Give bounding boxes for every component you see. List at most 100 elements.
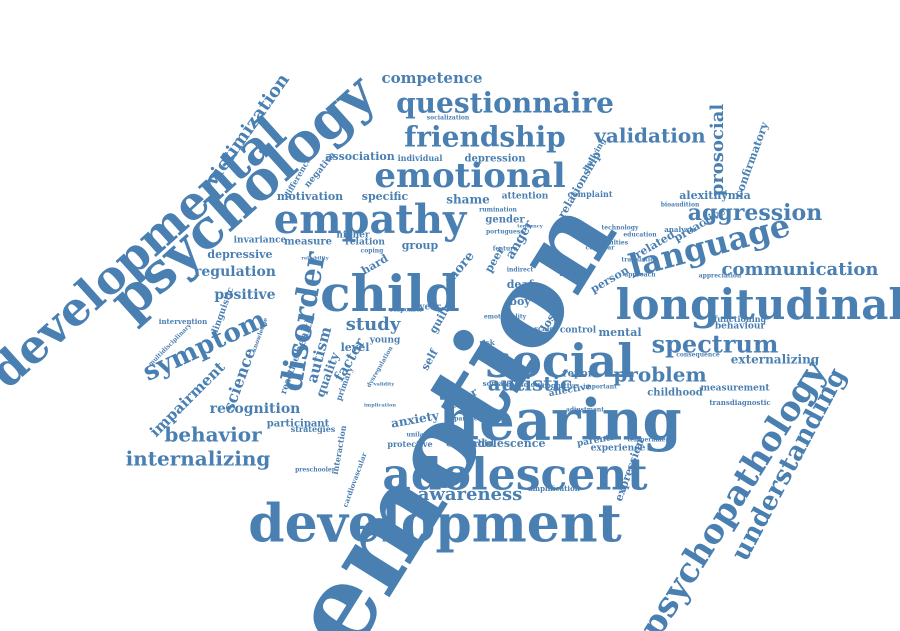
word-spectrum: spectrum — [652, 330, 779, 359]
word-control: control — [560, 326, 597, 336]
word-skill: skill — [479, 348, 496, 357]
word-deaf: deaf — [507, 278, 535, 291]
word-comorbid: comorbid — [446, 440, 494, 450]
word-behavior: behavior — [164, 423, 262, 447]
word-intervention: intervention — [159, 317, 207, 326]
word-young: young — [369, 336, 401, 346]
word-empathy: empathy — [274, 196, 468, 243]
word-specific: specific — [362, 190, 409, 203]
word-longitudinal: longitudinal — [616, 280, 900, 329]
word-friendship: friendship — [404, 121, 566, 154]
word-communication: communication — [722, 259, 879, 280]
word-depressive: depressive — [207, 248, 272, 261]
word-boy: boy — [509, 295, 531, 308]
word-shame: shame — [446, 193, 490, 207]
word-preschooler: preschooler — [295, 467, 336, 474]
word-strategies: strategies — [291, 424, 336, 434]
word-hearing: hearing — [438, 388, 681, 454]
word-internalizing: internalizing — [126, 447, 271, 471]
word-transdiagnostic: transdiagnostic — [709, 398, 770, 407]
word-measure: measure — [284, 237, 332, 248]
word-individual: individual — [398, 153, 443, 163]
word-cochlear: cochlear — [586, 245, 616, 252]
word-experience: experience — [591, 444, 646, 454]
word-confirmatory: confirmatory — [732, 120, 772, 199]
word-relation: relation — [345, 238, 385, 248]
word-measurement: measurement — [700, 384, 770, 394]
word-portuguese: portuguese — [486, 229, 524, 236]
word-amplification: amplification — [528, 484, 580, 493]
word-scale: scale — [534, 324, 554, 333]
word-year: year — [418, 303, 441, 313]
word-participant: participant — [267, 419, 330, 430]
word-emotional: emotional — [374, 156, 565, 196]
word-competence: competence — [381, 69, 482, 87]
word-aggression: aggression — [688, 200, 822, 226]
word-analysis: analysis — [664, 225, 695, 234]
word-prosocial: prosocial — [707, 104, 728, 197]
word-emotionality: emotionality — [484, 314, 527, 321]
word-regulation: regulation — [194, 264, 276, 280]
word-socialization: socialization — [427, 115, 470, 122]
word-bioaudition: bioaudition — [661, 202, 700, 209]
word-alexithymia: alexithymia — [679, 189, 750, 202]
word-gender: gender — [485, 215, 525, 226]
word-validity: validity — [373, 382, 396, 388]
word-adolescence: adolescence — [471, 437, 546, 450]
word-childhood: childhood — [647, 388, 703, 399]
word-cognitive: cognitive — [542, 381, 579, 390]
word-externalizing: externalizing — [731, 353, 820, 367]
word-validation: validation — [593, 124, 706, 148]
word-awareness: awareness — [418, 484, 523, 505]
word-autistic: autistic — [488, 372, 573, 396]
word-functioning: functioning — [714, 314, 767, 324]
word-temperament: temperament — [627, 437, 673, 444]
word-motivation: motivation — [277, 190, 343, 203]
word-child: child — [320, 264, 460, 323]
word-somatic: somatic — [483, 379, 514, 388]
word-invariance: invariance — [234, 236, 287, 246]
word-higher: higher — [336, 231, 370, 241]
word-implication: implication — [364, 403, 396, 409]
word-japanese: japanese — [447, 416, 478, 423]
word-complaint: complaint — [567, 189, 612, 199]
word-education: education — [623, 232, 657, 239]
word-feature: feature — [493, 246, 518, 253]
word-level: level — [341, 341, 370, 354]
word-toddler: toddler — [518, 290, 543, 297]
word-adjustment: adjustment — [566, 407, 604, 414]
word-problem: problem — [613, 363, 706, 387]
word-recognition: recognition — [210, 401, 301, 417]
word-development: development — [248, 494, 621, 555]
word-depression: depression — [465, 154, 527, 165]
word-positive: positive — [214, 287, 275, 303]
word-behaviour: behaviour — [715, 322, 766, 332]
word-approach: approach — [624, 272, 656, 279]
word-appreciation: appreciation — [699, 273, 742, 280]
word-group: group — [402, 239, 439, 252]
word-fairness: fairness — [559, 269, 590, 278]
word-protective: protective — [387, 439, 432, 449]
word-translation: translation — [621, 257, 659, 264]
word-consequence: consequence — [676, 352, 720, 359]
word-questionnaire: questionnaire — [396, 87, 614, 120]
word-coping: coping — [361, 248, 384, 255]
word-technology: technology — [602, 225, 639, 232]
word-rumination: rumination — [479, 207, 517, 214]
word-risk: risk — [479, 338, 494, 347]
word-tendency: tendency — [517, 224, 543, 230]
word-mental: mental — [598, 326, 641, 339]
word-difficulties: difficulties — [592, 240, 629, 247]
word-attention: attention — [502, 192, 549, 202]
word-reliability: reliability — [301, 256, 329, 262]
word-conscious: conscious — [506, 380, 545, 389]
word-association: association — [325, 150, 394, 163]
word-report: report — [562, 369, 598, 380]
word-indirect: indirect — [507, 267, 534, 274]
word-response: response — [390, 307, 420, 314]
word-important: important — [583, 384, 617, 391]
word-social: social — [485, 334, 634, 388]
word-unilateral: unilateral — [406, 432, 440, 439]
